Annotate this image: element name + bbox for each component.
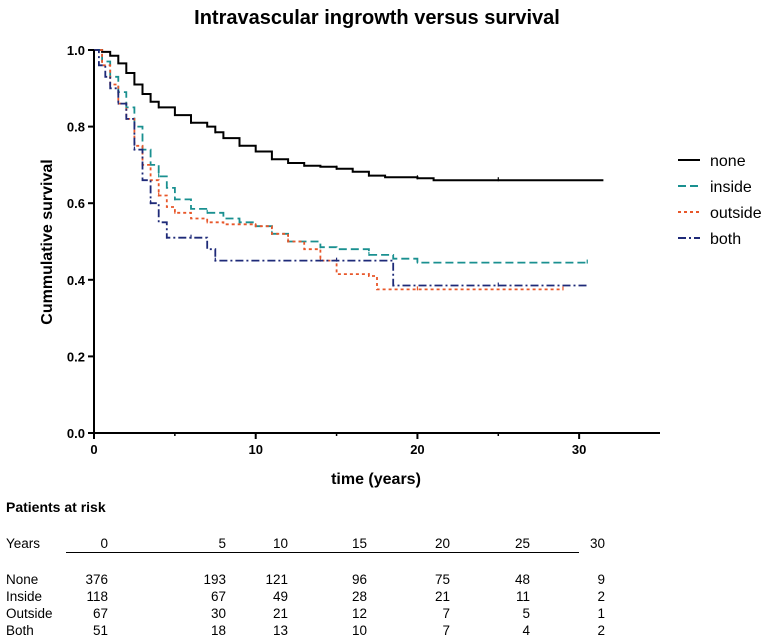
y-tick-label: 0.8 bbox=[67, 120, 85, 135]
x-tick-label: 10 bbox=[248, 442, 262, 457]
series-line-both bbox=[94, 49, 588, 287]
risk-cell: 30 bbox=[589, 536, 605, 551]
risk-row-label: None bbox=[6, 572, 39, 587]
risk-cell: 376 bbox=[85, 572, 108, 587]
legend-label-none: none bbox=[710, 153, 746, 170]
risk-cell: 30 bbox=[210, 606, 226, 621]
risk-cell: 4 bbox=[522, 623, 530, 638]
risk-cell: 5 bbox=[522, 606, 530, 621]
risk-cell: 193 bbox=[203, 572, 226, 587]
risk-cell: 7 bbox=[442, 623, 450, 638]
risk-cell: 2 bbox=[597, 623, 605, 638]
risk-row-label: Inside bbox=[6, 589, 43, 604]
risk-cell: 7 bbox=[442, 606, 450, 621]
risk-row-label: Outside bbox=[6, 606, 53, 621]
y-tick-label: 0.0 bbox=[67, 426, 85, 441]
risk-cell: 20 bbox=[434, 536, 450, 551]
y-tick-label: 0.6 bbox=[67, 196, 85, 211]
risk-cell: 121 bbox=[265, 572, 288, 587]
y-axis-label: Cummulative survival bbox=[39, 159, 56, 324]
risk-cell: 2 bbox=[597, 589, 605, 604]
risk-cell: 12 bbox=[351, 606, 367, 621]
x-tick-label: 0 bbox=[90, 442, 97, 457]
legend-label-outside: outside bbox=[710, 205, 762, 222]
risk-cell: 18 bbox=[210, 623, 226, 638]
series-line-inside bbox=[94, 49, 588, 264]
risk-cell: 67 bbox=[92, 606, 108, 621]
risk-cell: 75 bbox=[434, 572, 450, 587]
risk-cell: 21 bbox=[272, 606, 288, 621]
risk-cell: 118 bbox=[86, 589, 108, 604]
risk-cell: 25 bbox=[514, 536, 530, 551]
risk-cell: 49 bbox=[272, 589, 288, 604]
risk-row-label: Years bbox=[6, 536, 41, 551]
axes: 0 10 20 30 0.0 0.2 0.4 0.6 0.8 1.0 bbox=[67, 43, 660, 457]
risk-cell: 13 bbox=[272, 623, 288, 638]
x-tick-label: 30 bbox=[572, 442, 586, 457]
risk-cell: 9 bbox=[597, 572, 605, 587]
risk-cell: 96 bbox=[351, 572, 367, 587]
risk-cell: 5 bbox=[218, 536, 226, 551]
legend: none inside outside both bbox=[678, 153, 762, 248]
risk-cell: 11 bbox=[515, 589, 530, 604]
y-tick-label: 0.2 bbox=[67, 349, 85, 364]
risk-cell: 67 bbox=[210, 589, 226, 604]
series-line-outside bbox=[94, 49, 563, 291]
risk-cell: 10 bbox=[351, 623, 367, 638]
legend-label-inside: inside bbox=[710, 179, 752, 196]
risk-cell: 48 bbox=[514, 572, 530, 587]
risk-table-title: Patients at risk bbox=[6, 499, 106, 515]
y-tick-label: 0.4 bbox=[67, 273, 86, 288]
risk-cell: 51 bbox=[92, 623, 108, 638]
risk-cell: 10 bbox=[272, 536, 288, 551]
risk-cell: 28 bbox=[351, 589, 367, 604]
plot-area bbox=[94, 49, 604, 291]
risk-table-divider bbox=[66, 552, 579, 553]
risk-cell: 15 bbox=[351, 536, 367, 551]
risk-cell: 1 bbox=[597, 606, 605, 621]
legend-label-both: both bbox=[710, 231, 741, 248]
series-line-none bbox=[94, 49, 604, 182]
chart-title: Intravascular ingrowth versus survival bbox=[194, 7, 560, 29]
risk-cell: 0 bbox=[100, 536, 108, 551]
risk-row-label: Both bbox=[6, 623, 34, 638]
risk-cell: 21 bbox=[434, 589, 450, 604]
x-axis-label: time (years) bbox=[331, 471, 421, 488]
survival-chart: Intravascular ingrowth versus survival 0… bbox=[39, 7, 762, 488]
x-tick-label: 20 bbox=[410, 442, 424, 457]
y-tick-label: 1.0 bbox=[67, 43, 85, 58]
